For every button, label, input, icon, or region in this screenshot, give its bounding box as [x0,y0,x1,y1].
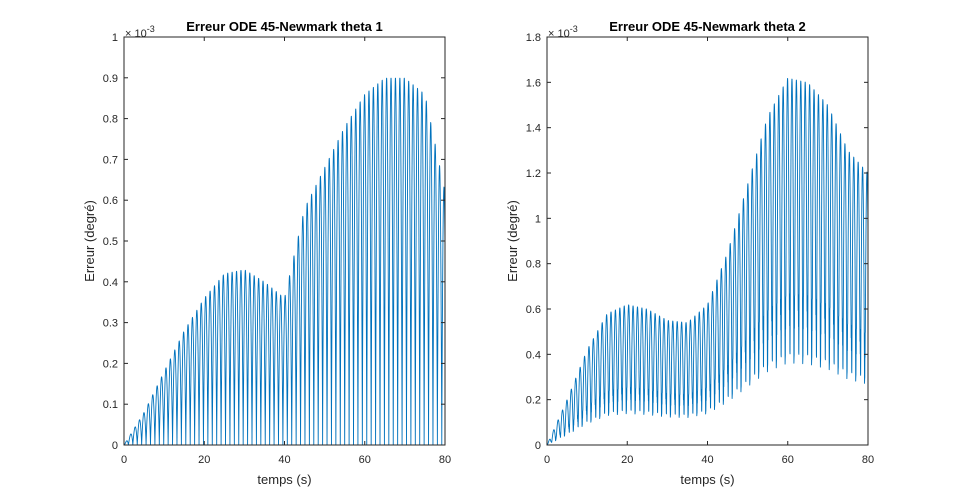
x-tick-label: 40 [278,454,290,466]
y-tick-label: 0.8 [526,259,541,271]
plot-area-border [123,36,446,446]
y-tick-label: 0.2 [526,395,541,407]
exponent-power: -3 [570,24,578,34]
y-tick-label: 1.4 [526,123,541,135]
subplot-theta-1: Erreur ODE 45-Newmark theta 1 × 10-3 0 20… [82,19,451,487]
chart-title: Erreur ODE 45-Newmark theta 1 [186,19,383,34]
y-tick-label: 0.9 [103,73,118,85]
y-tick-label: 0.8 [103,114,118,126]
y-tick-label: 0.5 [103,236,118,248]
x-axis-label: temps (s) [680,472,734,487]
x-tick-label: 60 [782,454,794,466]
series-line [123,77,446,446]
x-tick-label: 0 [544,454,550,466]
y-tick-label: 0.4 [526,349,541,361]
x-axis-label: temps (s) [257,472,311,487]
x-tick-label: 80 [862,454,874,466]
plot-area-border [546,36,869,446]
x-tick-label: 20 [621,454,633,466]
y-tick-label: 1 [112,32,118,44]
x-tick-label: 60 [359,454,371,466]
chart-title: Erreur ODE 45-Newmark theta 2 [609,19,806,34]
x-tick-label: 40 [701,454,713,466]
y-tick-label: 0 [535,440,541,452]
exponent-base: × 10 [548,28,570,40]
y-axis-label: Erreur (degré) [505,200,520,282]
x-tick-label: 20 [198,454,210,466]
y-tick-label: 1.8 [526,32,541,44]
series-line [546,77,869,446]
y-tick-label: 0.6 [526,304,541,316]
y-tick-label: 0.2 [103,358,118,370]
y-tick-label: 0.6 [103,195,118,207]
y-tick-label: 1.6 [526,77,541,89]
x-tick-label: 80 [439,454,451,466]
y-tick-label: 1 [535,213,541,225]
exponent-power: -3 [147,24,155,34]
y-tick-label: 1.2 [526,168,541,180]
y-tick-label: 0.4 [103,277,118,289]
x-tick-label: 0 [121,454,127,466]
y-tick-label: 0 [112,440,118,452]
y-axis-label: Erreur (degré) [82,200,97,282]
y-tick-label: 0.7 [103,154,118,166]
y-tick-label: 0.3 [103,318,118,330]
subplot-theta-2: Erreur ODE 45-Newmark theta 2 × 10-3 0 20… [505,19,874,487]
exponent-base: × 10 [125,28,147,40]
y-tick-label: 0.1 [103,399,118,411]
